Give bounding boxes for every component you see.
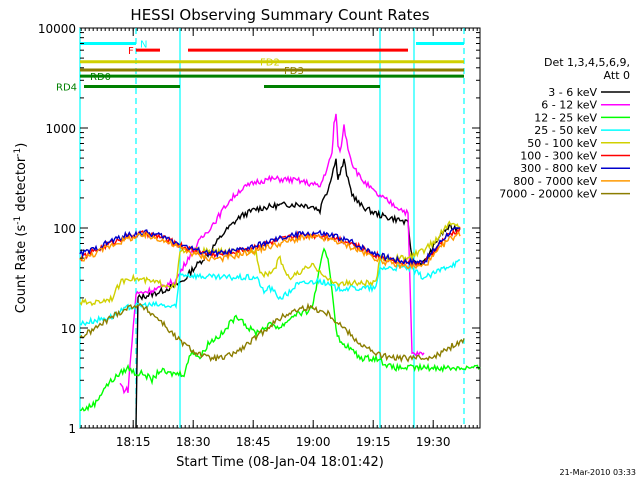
series-800-7000-kev	[79, 231, 461, 270]
legend-label-12-25-kev: 12 - 25 keV	[534, 111, 597, 124]
x-tick-label: 18:30	[176, 435, 211, 449]
y-tick-label: 10	[61, 322, 76, 336]
y-tick-label: 100	[53, 222, 76, 236]
y-axis-label-mid: detector	[14, 156, 29, 216]
state-label-n: N	[140, 39, 147, 50]
x-tick-label: 19:00	[296, 435, 331, 449]
x-tick-label: 19:30	[416, 435, 451, 449]
legend-label-800-7000-kev: 800 - 7000 keV	[513, 175, 597, 188]
legend-label-100-300-kev: 100 - 300 keV	[520, 150, 597, 163]
state-label-rd4: RD4	[56, 83, 77, 94]
x-axis-ticks: 18:15 18:30 18:45 19:00 19:15 19:30	[80, 28, 478, 449]
series-layer	[79, 113, 481, 429]
state-label-fd2: FD2	[260, 58, 280, 69]
y-axis-label-end: )	[14, 143, 29, 148]
y-tick-label: 10000	[38, 22, 76, 36]
legend-label-300-800-kev: 300 - 800 keV	[520, 162, 597, 175]
x-axis-label: Start Time (08-Jan-04 18:01:42)	[176, 455, 384, 470]
vertical-markers	[79, 28, 465, 428]
legend-header-2: Att 0	[604, 69, 630, 82]
series-12-25-kev	[79, 247, 481, 412]
x-tick-label: 19:15	[356, 435, 391, 449]
footer-stamp: 21-Mar-2010 03:33	[560, 468, 637, 477]
series-6-12-kev	[119, 113, 425, 395]
y-axis-label-sup2: -1	[13, 148, 23, 157]
legend-label-50-100-kev: 50 - 100 keV	[527, 137, 597, 150]
y-axis-label-sup1: -1	[13, 216, 23, 225]
x-tick-label: 18:45	[236, 435, 271, 449]
y-tick-label: 1000	[45, 122, 76, 136]
legend-label-3-6-kev: 3 - 6 keV	[548, 86, 597, 99]
y-axis-label-main: Count Rate (s	[14, 225, 29, 314]
x-tick-label: 18:15	[116, 435, 151, 449]
state-label-rd0: RD0	[90, 72, 111, 83]
legend-label-6-12-kev: 6 - 12 keV	[541, 99, 597, 112]
series-25-50-kev	[79, 259, 461, 327]
legend-label-25-50-kev: 25 - 50 keV	[534, 124, 597, 137]
legend-label-7000-20000-kev: 7000 - 20000 keV	[499, 188, 597, 201]
instrument-state-bars: NF FD2 FD3 RD0 RD4	[56, 39, 464, 94]
series-7000-20000-kev	[79, 302, 465, 363]
y-axis-label: Count Rate (s-1 detector-1)	[13, 143, 29, 314]
series-3-6-kev	[135, 158, 461, 429]
y-tick-label: 1	[68, 422, 76, 436]
legend-header-1: Det 1,3,4,5,6,9,	[544, 56, 630, 69]
state-label-fd3: FD3	[284, 66, 304, 77]
plot-area: NF FD2 FD3 RD0 RD4 18:15 18:30 18:45 19:00 19:15…	[38, 22, 481, 449]
y-axis-ticks: 1 10 100 1000 10000	[38, 22, 480, 436]
state-label-f: F	[128, 46, 134, 57]
chart-title: HESSI Observing Summary Count Rates	[130, 6, 429, 24]
